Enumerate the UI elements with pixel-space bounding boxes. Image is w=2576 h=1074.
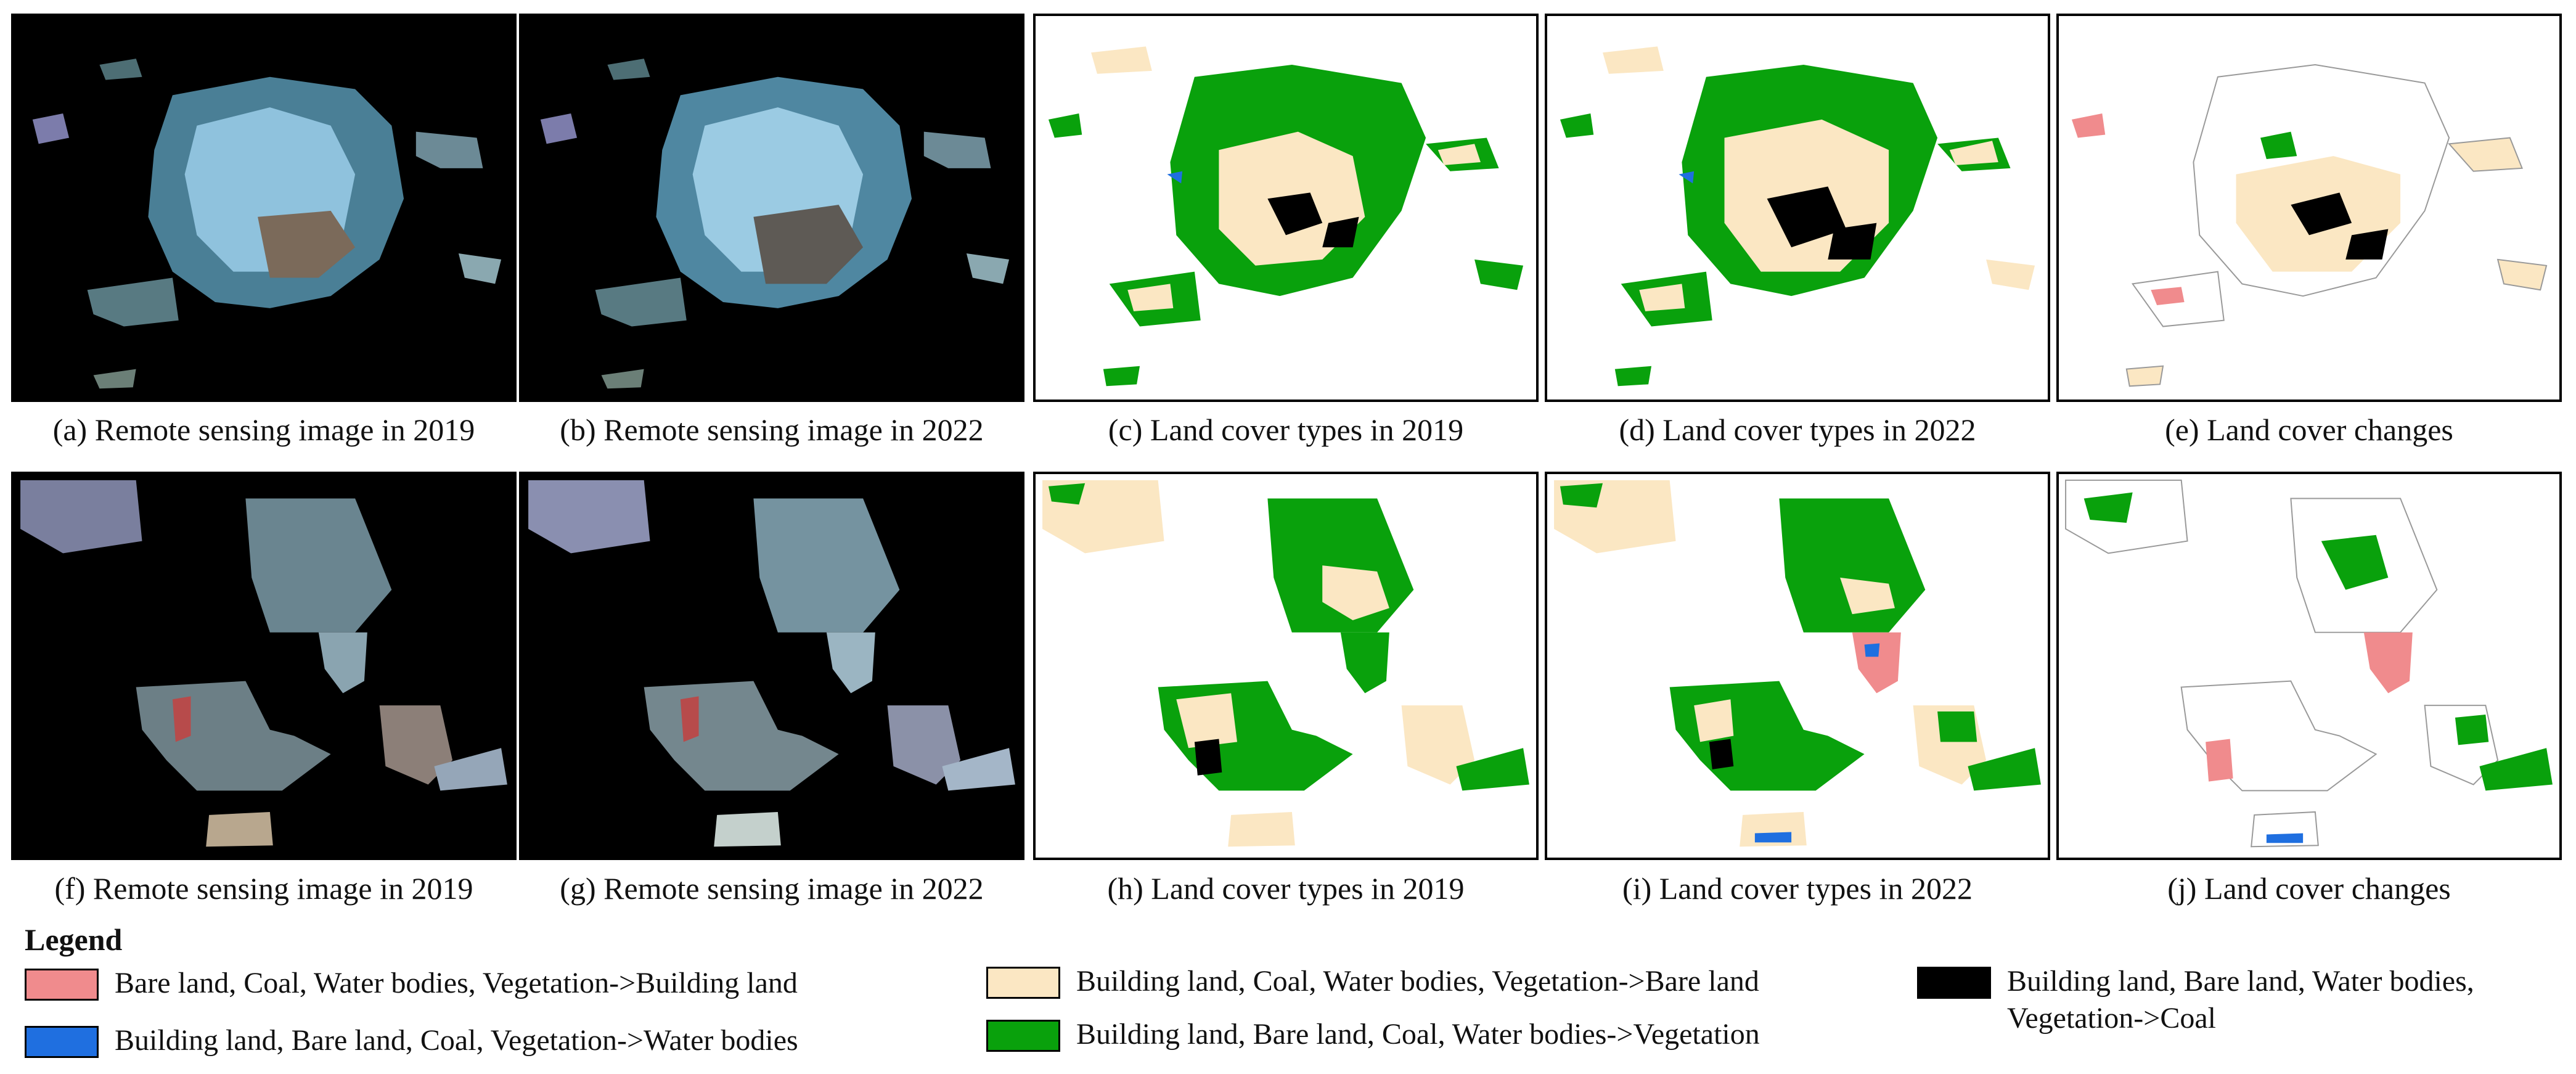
caption-i: (i) Land cover types in 2022 [1622, 871, 1973, 906]
legend-label: Building land, Bare land, Coal, Water bo… [1076, 1018, 1760, 1051]
landcover-map [1560, 46, 2035, 387]
caption-b: (b) Remote sensing image in 2022 [560, 412, 984, 447]
satellite-image [20, 480, 507, 847]
legend-item-water-bodies: Building land, Bare land, Coal, Vegetati… [25, 1022, 798, 1059]
caption-e: (e) Land cover changes [2165, 412, 2453, 447]
legend-label: Bare land, Coal, Water bodies, Vegetatio… [115, 967, 798, 999]
caption-g: (g) Remote sensing image in 2022 [560, 871, 984, 906]
legend-swatch-bare-land [986, 967, 1060, 999]
panel-h-landcover-2019 [1033, 472, 1539, 860]
change-map [2071, 64, 2548, 387]
legend-item-bare-land: Building land, Coal, Water bodies, Veget… [986, 963, 1759, 1000]
legend-label: Building land, Bare land, Coal, Vegetati… [115, 1024, 798, 1057]
caption-a: (a) Remote sensing image in 2019 [52, 412, 475, 447]
panel-c-landcover-2019 [1033, 14, 1539, 402]
satellite-image [528, 480, 1015, 847]
panel-f-satellite-2019 [11, 472, 517, 860]
legend-title: Legend [25, 922, 123, 957]
panel-e-landcover-changes [2056, 14, 2562, 402]
caption-c: (c) Land cover types in 2019 [1108, 412, 1464, 447]
legend-swatch-vegetation [986, 1020, 1060, 1052]
caption-f: (f) Remote sensing image in 2019 [54, 871, 473, 906]
legend-item-building-land: Bare land, Coal, Water bodies, Vegetatio… [25, 965, 798, 1002]
change-map [2065, 479, 2553, 848]
panel-d-landcover-2022 [1545, 14, 2050, 402]
legend-label: Building land, Coal, Water bodies, Veget… [1076, 965, 1759, 998]
legend-swatch-coal [1917, 967, 1991, 999]
satellite-image [540, 59, 1010, 389]
panel-b-satellite-2022 [519, 14, 1024, 402]
legend-swatch-building-land [25, 969, 99, 1001]
caption-d: (d) Land cover types in 2022 [1619, 412, 1976, 447]
panel-j-landcover-changes [2056, 472, 2562, 860]
panel-i-landcover-2022 [1545, 472, 2050, 860]
landcover-map [1042, 480, 1529, 847]
panel-a-satellite-2019 [11, 14, 517, 402]
caption-j: (j) Land cover changes [2167, 871, 2451, 906]
panel-g-satellite-2022 [519, 472, 1024, 860]
landcover-map [1554, 480, 2041, 847]
legend-item-coal: Building land, Bare land, Water bodies, … [1917, 963, 2570, 1037]
legend-swatch-water-bodies [25, 1026, 99, 1058]
satellite-image [32, 59, 502, 389]
landcover-map [1048, 46, 1524, 387]
caption-h: (h) Land cover types in 2019 [1107, 871, 1465, 906]
legend-label: Building land, Bare land, Water bodies, … [2007, 965, 2474, 1035]
legend-item-vegetation: Building land, Bare land, Coal, Water bo… [986, 1016, 1760, 1053]
